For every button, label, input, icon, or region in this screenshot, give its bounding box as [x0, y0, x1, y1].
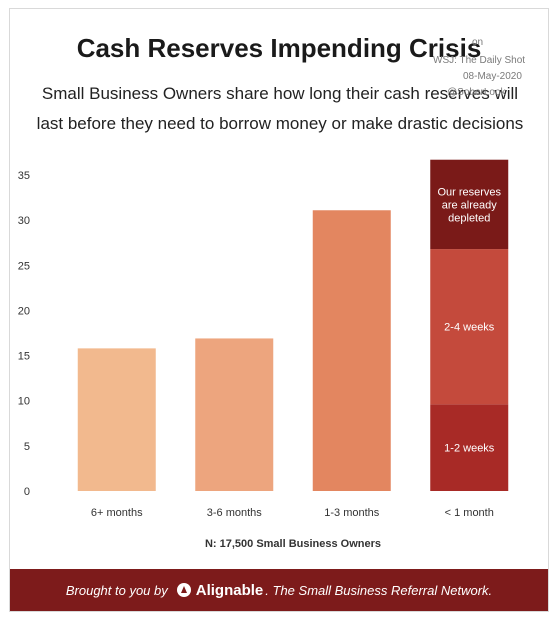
y-tick-label: 0	[24, 486, 30, 498]
y-tick-label: 35	[18, 170, 30, 182]
bar-segment	[430, 404, 509, 491]
watermark-line-3: 08-May-2020	[463, 71, 522, 82]
y-tick-label: 25	[18, 260, 30, 272]
chart-subtitle: Small Business Owners share how long the…	[36, 84, 524, 133]
watermark-line-4: @SoberLook	[447, 87, 506, 98]
bar	[195, 338, 274, 491]
bar-segment	[430, 249, 509, 405]
segment-label: 1-2 weeks	[444, 443, 495, 455]
segment-label: depleted	[448, 212, 490, 224]
footer-suffix: . The Small Business Referral Network.	[265, 582, 493, 598]
bar	[77, 348, 156, 491]
y-tick-label: 15	[18, 351, 30, 363]
segment-label: Our reserves	[437, 186, 501, 198]
segment-label: are already	[442, 199, 498, 211]
watermark-line-1: on	[472, 37, 484, 48]
x-tick-label: 6+ months	[91, 507, 143, 519]
bar	[312, 210, 391, 491]
sample-size-note: N: 17,500 Small Business Owners	[205, 538, 381, 550]
chart-card: Cash Reserves Impending Crisis Small Bus…	[9, 8, 549, 612]
segment-label: 2-4 weeks	[444, 322, 495, 334]
x-tick-label: < 1 month	[445, 507, 494, 519]
y-tick-label: 20	[18, 305, 30, 317]
footer-brand: Alignable	[195, 581, 264, 599]
footer-banner: Brought to you by Alignable . The Small …	[10, 569, 548, 611]
bar-chart: 0 5 10 15 20 25 30 35 6+ months 3-6 months 1-3 mon…	[18, 159, 509, 550]
y-tick-label: 30	[18, 215, 30, 227]
y-tick-label: 10	[18, 396, 30, 408]
y-tick-label: 5	[24, 441, 30, 453]
watermark-line-2: WSJ: The Daily Shot	[433, 55, 526, 66]
x-tick-label: 3-6 months	[207, 507, 263, 519]
bar-segment	[430, 159, 509, 250]
x-tick-label: 1-3 months	[324, 507, 380, 519]
footer-prefix: Brought to you by	[65, 582, 168, 598]
chart-title: Cash Reserves Impending Crisis	[76, 33, 482, 63]
alignable-logo-icon	[176, 583, 191, 597]
